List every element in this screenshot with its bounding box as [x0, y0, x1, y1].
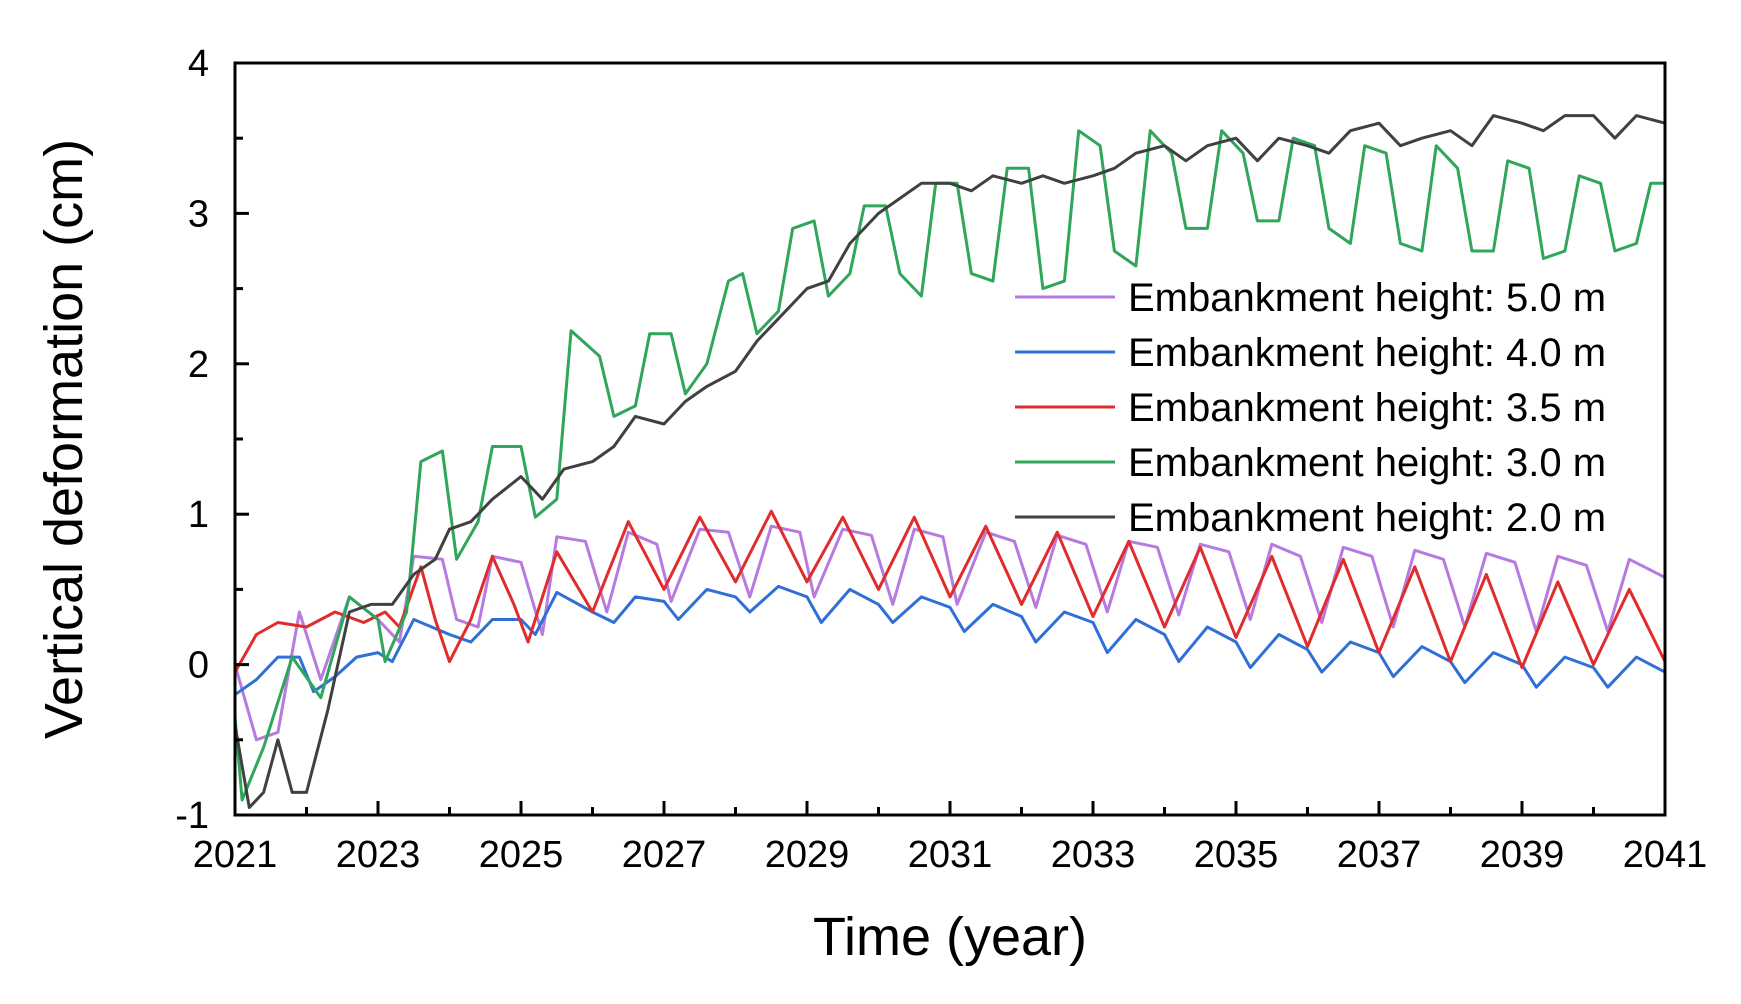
x-tick-label: 2023: [336, 834, 421, 876]
x-tick-label: 2029: [765, 834, 850, 876]
x-tick-label: 2021: [193, 834, 278, 876]
x-tick-label: 2037: [1337, 834, 1422, 876]
series-line-2: [235, 509, 1665, 673]
y-tick-label: 3: [188, 193, 209, 235]
legend-label-2: Embankment height: 3.5 m: [1128, 386, 1606, 430]
x-tick-label: 2035: [1194, 834, 1279, 876]
y-tick-label: -1: [175, 795, 209, 837]
legend-label-0: Embankment height: 5.0 m: [1128, 276, 1606, 320]
series-line-1: [235, 584, 1665, 696]
legend-label-1: Embankment height: 4.0 m: [1128, 331, 1606, 375]
series-line-3: [235, 129, 1665, 802]
y-tick-label: 0: [188, 645, 209, 687]
x-tick-label: 2039: [1480, 834, 1565, 876]
x-tick-label: 2041: [1623, 834, 1708, 876]
x-tick-label: 2025: [479, 834, 564, 876]
axes-layer: 2021 2023 2025 2027 2029 2031 2033 2035 2037 2039…: [175, 43, 1707, 876]
series-layer: [235, 114, 1665, 809]
y-axis-title: Vertical deformation (cm): [34, 139, 94, 739]
y-tick-label: 4: [188, 43, 209, 85]
y-tick-label: 2: [188, 344, 209, 386]
legend-label-4: Embankment height: 2.0 m: [1128, 496, 1606, 540]
legend: Embankment height: 5.0 m Embankment heigh…: [1015, 276, 1606, 540]
x-tick-label: 2033: [1051, 834, 1136, 876]
series-line-0: [235, 524, 1665, 742]
legend-label-3: Embankment height: 3.0 m: [1128, 441, 1606, 485]
y-tick-label: 1: [188, 494, 209, 536]
series-line-4: [235, 114, 1665, 809]
x-tick-label: 2027: [622, 834, 707, 876]
x-tick-label: 2031: [908, 834, 993, 876]
x-axis-title: Time (year): [813, 907, 1087, 967]
